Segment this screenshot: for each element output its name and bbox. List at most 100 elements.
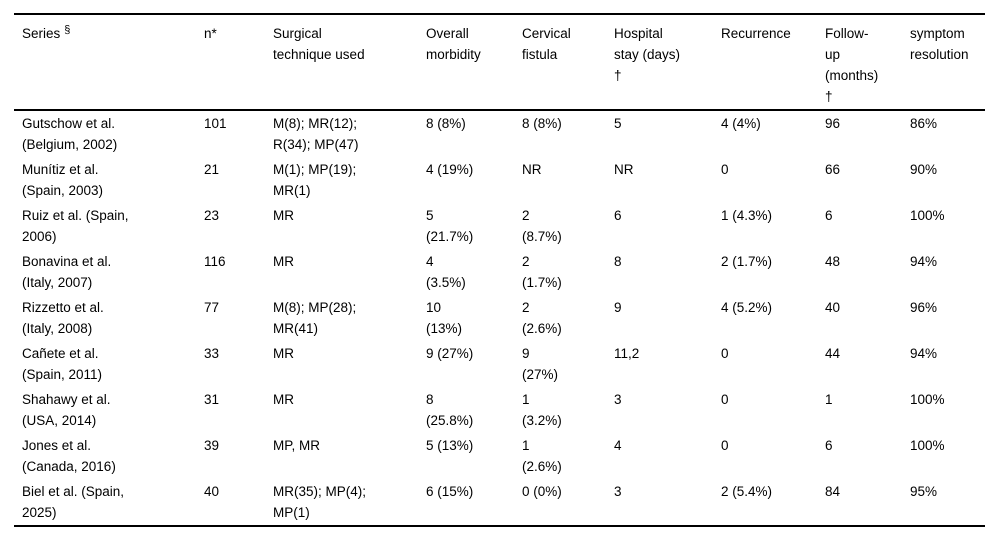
cell-fistula: 1 (3.2%) <box>522 392 562 428</box>
header-row: Series § n* Surgical technique used Overall … <box>14 14 985 111</box>
cell-technique: MR <box>273 392 294 407</box>
cell-morbidity: 8 (8%) <box>426 116 466 131</box>
cell-resolution: 100% <box>910 208 945 223</box>
cell-resolution: 100% <box>910 392 945 407</box>
cell-technique: MP, MR <box>273 438 321 453</box>
cell-resolution: 86% <box>910 116 938 131</box>
column-header-resolution: symptom resolution <box>902 14 985 111</box>
cell-technique: MR <box>273 346 294 361</box>
cell-recurrence: 2 (1.7%) <box>721 254 773 269</box>
column-header-fistula: Cervical fistula <box>514 14 606 111</box>
cell-fistula: 1 (2.6%) <box>522 438 562 474</box>
cell-resolution: 100% <box>910 438 945 453</box>
section-mark: § <box>64 23 71 36</box>
table-body: Gutschow et al. (Belgium, 2002) 101 M(8); … <box>14 110 985 526</box>
cell-morbidity: 4 (3.5%) <box>426 254 466 290</box>
cell-stay: 3 <box>614 392 622 407</box>
cell-morbidity: 8 (25.8%) <box>426 392 474 428</box>
cell-followup: 84 <box>825 484 841 499</box>
cell-series: Ruiz et al. (Spain, 2006) <box>22 208 129 244</box>
cell-series: Shahawy et al. (USA, 2014) <box>22 392 111 428</box>
column-header-followup: Follow- up (months) † <box>817 14 902 111</box>
cell-followup: 6 <box>825 438 833 453</box>
cell-recurrence: 0 <box>721 392 729 407</box>
table-row: Rizzetto et al. (Italy, 2008) 77 M(8); MP(… <box>14 295 985 341</box>
cell-fistula: NR <box>522 162 542 177</box>
cell-recurrence: 0 <box>721 438 729 453</box>
cell-technique: M(1); MP(19); MR(1) <box>273 162 357 198</box>
table-row: Jones et al. (Canada, 2016) 39 MP, MR 5 (13… <box>14 433 985 479</box>
column-header-morbidity: Overall morbidity <box>418 14 514 111</box>
cell-followup: 48 <box>825 254 841 269</box>
cell-n: 77 <box>204 300 220 315</box>
cell-n: 31 <box>204 392 220 407</box>
table-row: Shahawy et al. (USA, 2014) 31 MR 8 (25.8%) 1… <box>14 387 985 433</box>
cell-resolution: 94% <box>910 254 938 269</box>
cell-series: Biel et al. (Spain, 2025) <box>22 484 125 520</box>
table-header: Series § n* Surgical technique used Overall … <box>14 14 985 111</box>
cell-resolution: 94% <box>910 346 938 361</box>
cell-morbidity: 4 (19%) <box>426 162 474 177</box>
cell-stay: 3 <box>614 484 622 499</box>
column-header-label: Surgical technique used <box>273 26 365 62</box>
cell-followup: 6 <box>825 208 833 223</box>
cell-fistula: 8 (8%) <box>522 116 562 131</box>
cell-fistula: 2 (1.7%) <box>522 254 562 290</box>
cell-followup: 44 <box>825 346 841 361</box>
cell-n: 101 <box>204 116 227 131</box>
cell-recurrence: 0 <box>721 162 729 177</box>
table-row: Gutschow et al. (Belgium, 2002) 101 M(8); … <box>14 110 985 157</box>
column-header-series: Series § <box>14 14 196 111</box>
column-header-label: Series <box>22 26 61 41</box>
cell-morbidity: 5 (21.7%) <box>426 208 474 244</box>
cell-technique: MR <box>273 208 294 223</box>
cell-n: 116 <box>204 254 226 269</box>
cell-technique: M(8); MR(12); R(34); MP(47) <box>273 116 359 152</box>
cell-fistula: 9 (27%) <box>522 346 559 382</box>
cell-n: 40 <box>204 484 220 499</box>
cell-followup: 40 <box>825 300 841 315</box>
table-row: Bonavina et al. (Italy, 2007) 116 MR 4 (3.5… <box>14 249 985 295</box>
column-header-label: Overall morbidity <box>426 26 481 62</box>
table-row: Munítiz et al. (Spain, 2003) 21 M(1); MP(1… <box>14 157 985 203</box>
column-header-stay: Hospital stay (days) † <box>606 14 713 111</box>
studies-table-container: Series § n* Surgical technique used Overall … <box>14 13 985 527</box>
cell-morbidity: 5 (13%) <box>426 438 474 453</box>
cell-stay: 5 <box>614 116 622 131</box>
cell-resolution: 96% <box>910 300 938 315</box>
cell-followup: 96 <box>825 116 841 131</box>
cell-stay: 9 <box>614 300 622 315</box>
cell-stay: 4 <box>614 438 622 453</box>
cell-recurrence: 2 (5.4%) <box>721 484 773 499</box>
cell-followup: 66 <box>825 162 841 177</box>
cell-recurrence: 4 (4%) <box>721 116 761 131</box>
cell-series: Munítiz et al. (Spain, 2003) <box>22 162 104 198</box>
cell-resolution: 95% <box>910 484 938 499</box>
cell-n: 21 <box>204 162 220 177</box>
cell-morbidity: 6 (15%) <box>426 484 474 499</box>
table-row: Cañete et al. (Spain, 2011) 33 MR 9 (27%) 9 … <box>14 341 985 387</box>
cell-fistula: 2 (2.6%) <box>522 300 562 336</box>
column-header-technique: Surgical technique used <box>265 14 418 111</box>
cell-series: Gutschow et al. (Belgium, 2002) <box>22 116 118 152</box>
cell-fistula: 2 (8.7%) <box>522 208 562 244</box>
column-header-label: n* <box>204 26 217 41</box>
cell-recurrence: 4 (5.2%) <box>721 300 773 315</box>
column-header-label: Follow- up (months) † <box>825 26 879 104</box>
column-header-label: symptom resolution <box>910 26 969 62</box>
cell-stay: 6 <box>614 208 622 223</box>
cell-resolution: 90% <box>910 162 938 177</box>
cell-n: 39 <box>204 438 220 453</box>
cell-series: Rizzetto et al. (Italy, 2008) <box>22 300 104 336</box>
cell-recurrence: 0 <box>721 346 729 361</box>
cell-recurrence: 1 (4.3%) <box>721 208 773 223</box>
column-header-recurrence: Recurrence <box>713 14 817 111</box>
cell-series: Bonavina et al. (Italy, 2007) <box>22 254 112 290</box>
column-header-label: Cervical fistula <box>522 26 571 62</box>
column-header-label: Recurrence <box>721 26 791 41</box>
table-row: Biel et al. (Spain, 2025) 40 MR(35); MP(4)… <box>14 479 985 526</box>
column-header-label: Hospital stay (days) † <box>614 26 681 83</box>
column-header-n: n* <box>196 14 265 111</box>
cell-fistula: 0 (0%) <box>522 484 562 499</box>
cell-technique: MR <box>273 254 294 269</box>
